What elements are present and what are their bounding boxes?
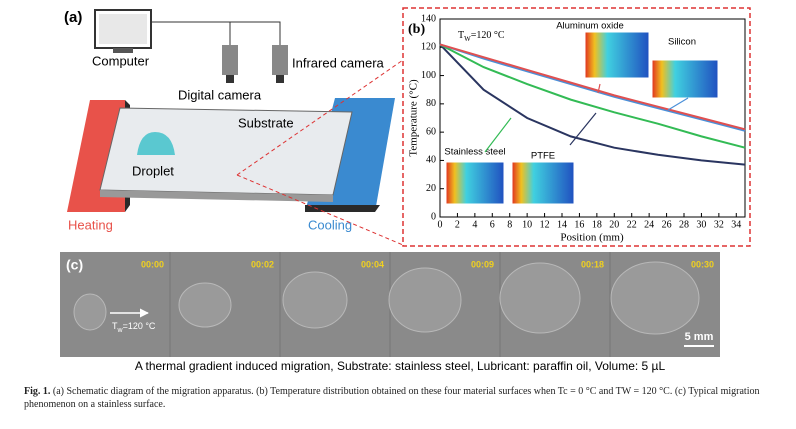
zoom-line bbox=[236, 59, 404, 246]
annotation: TW=120 °C bbox=[458, 30, 505, 42]
x-tick-label: 34 bbox=[731, 219, 741, 230]
timestamp: 00:04 bbox=[361, 259, 384, 269]
substrate-edge bbox=[100, 190, 333, 202]
plot-frame bbox=[439, 18, 746, 218]
figure-caption: Fig. 1. (a) Schematic diagram of the mig… bbox=[24, 385, 774, 411]
scale-label: 5 mm bbox=[685, 331, 714, 343]
pointer bbox=[597, 83, 601, 94]
x-axis-label: Position (mm) bbox=[560, 232, 624, 244]
panel-label: (c) bbox=[66, 257, 83, 273]
figure: (a) Computer Infrared camera Digital cam… bbox=[60, 7, 751, 377]
thermal-inset bbox=[584, 31, 650, 79]
timestamp: 00:09 bbox=[471, 259, 494, 269]
chart: (b) Position (mm) Temperature (°C) TW=12… bbox=[408, 13, 746, 244]
infrared-camera bbox=[272, 45, 288, 75]
timestamp: 00:00 bbox=[141, 259, 164, 269]
caption-text: (a) Schematic diagram of the migration a… bbox=[24, 386, 760, 410]
inset-label: PTFE bbox=[531, 151, 555, 162]
y-tick-label: 20 bbox=[426, 183, 436, 194]
strip-caption: A thermal gradient induced migration, Su… bbox=[135, 359, 666, 373]
temp-part: w bbox=[117, 327, 124, 334]
y-tick-label: 0 bbox=[431, 211, 436, 222]
temp-part: T bbox=[112, 321, 118, 331]
x-tick-label: 10 bbox=[522, 219, 532, 230]
x-tick-label: 18 bbox=[592, 219, 602, 230]
series-line bbox=[439, 43, 746, 166]
label: Infrared camera bbox=[292, 55, 385, 70]
label: Cooling bbox=[308, 217, 352, 232]
x-tick-label: 20 bbox=[609, 219, 619, 230]
x-tick-label: 2 bbox=[455, 219, 460, 230]
droplet bbox=[282, 271, 348, 329]
temp-part: =120 °C bbox=[123, 321, 156, 331]
label: Heating bbox=[68, 217, 113, 232]
pointer bbox=[667, 97, 689, 111]
annotation-part: =120 °C bbox=[471, 30, 505, 41]
y-tick-label: 140 bbox=[421, 13, 436, 24]
inset-label: Aluminum oxide bbox=[556, 21, 624, 32]
x-tick-label: 30 bbox=[696, 219, 706, 230]
caption-bg bbox=[60, 357, 720, 377]
x-tick-label: 26 bbox=[662, 219, 672, 230]
inset-label: Stainless steel bbox=[444, 147, 505, 158]
stand bbox=[113, 48, 133, 53]
series-line bbox=[439, 43, 746, 132]
x-tick-label: 32 bbox=[714, 219, 724, 230]
x-tick-label: 14 bbox=[557, 219, 567, 230]
schematic: (a) Computer Infrared camera Digital cam… bbox=[64, 9, 404, 246]
pointer bbox=[569, 112, 597, 146]
y-tick-label: 80 bbox=[426, 98, 436, 109]
label: Computer bbox=[92, 53, 150, 68]
screen bbox=[99, 14, 147, 44]
caption-label: Fig. 1. bbox=[24, 386, 51, 397]
lens bbox=[276, 75, 284, 83]
thermal-inset bbox=[651, 59, 719, 99]
pointer bbox=[484, 117, 512, 153]
timestamp: 00:18 bbox=[581, 259, 604, 269]
series-line bbox=[439, 43, 746, 149]
wire bbox=[151, 21, 281, 45]
x-tick-label: 8 bbox=[507, 219, 512, 230]
digital-camera bbox=[222, 45, 238, 75]
x-tick-label: 4 bbox=[472, 219, 477, 230]
block-side bbox=[305, 205, 380, 212]
image-strip: (c) Tw=120 °C 5 mm 00:00 00:02 00:04 00:09 0… bbox=[60, 252, 720, 377]
timestamp: 00:30 bbox=[691, 259, 714, 269]
annotation-part: T bbox=[458, 30, 464, 41]
y-tick-label: 40 bbox=[426, 155, 436, 166]
y-tick-label: 120 bbox=[421, 42, 436, 53]
droplet bbox=[178, 282, 232, 328]
panel-label: (a) bbox=[64, 9, 82, 26]
y-axis-label: Temperature (°C) bbox=[408, 79, 420, 157]
x-tick-label: 6 bbox=[490, 219, 495, 230]
timestamp: 00:02 bbox=[251, 259, 274, 269]
droplet bbox=[73, 293, 107, 331]
label: Digital camera bbox=[178, 87, 262, 102]
series-line bbox=[439, 43, 746, 131]
droplet bbox=[137, 132, 175, 155]
droplet bbox=[388, 267, 462, 333]
y-tick-label: 100 bbox=[421, 70, 436, 81]
x-tick-label: 24 bbox=[644, 219, 654, 230]
x-tick-label: 28 bbox=[679, 219, 689, 230]
label: Droplet bbox=[132, 163, 174, 178]
chart-frame bbox=[402, 7, 751, 247]
x-tick-label: 12 bbox=[540, 219, 550, 230]
droplet bbox=[499, 262, 581, 334]
thermal-inset bbox=[511, 161, 575, 205]
annotation-part: W bbox=[464, 35, 471, 43]
inset-label: Silicon bbox=[668, 37, 696, 48]
x-tick-label: 22 bbox=[627, 219, 637, 230]
thermal-inset bbox=[445, 161, 505, 205]
temperature: Tw=120 °C bbox=[112, 321, 156, 333]
label: Substrate bbox=[238, 115, 294, 130]
y-tick-label: 60 bbox=[426, 126, 436, 137]
x-tick-label: 0 bbox=[438, 219, 443, 230]
lens bbox=[226, 75, 234, 83]
x-tick-label: 16 bbox=[574, 219, 584, 230]
droplet bbox=[610, 261, 700, 335]
panel-label: (b) bbox=[408, 22, 425, 37]
